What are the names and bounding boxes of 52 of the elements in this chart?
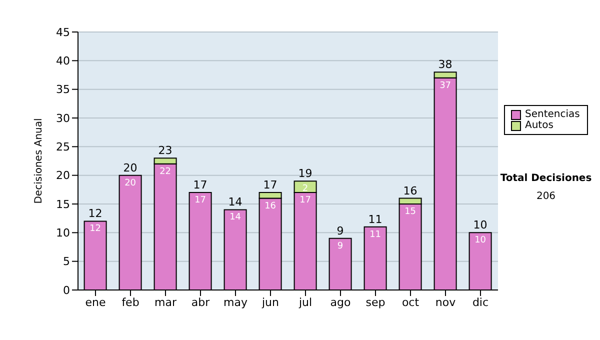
data-label: 22 xyxy=(160,166,172,177)
x-tick-label: ago xyxy=(330,296,351,309)
total-label: 19 xyxy=(298,167,312,180)
total-label: 14 xyxy=(228,196,242,209)
y-axis-title: Decisiones Anual xyxy=(34,118,45,204)
legend-label: Autos xyxy=(525,120,554,131)
data-label: 15 xyxy=(404,207,416,217)
data-label: 10 xyxy=(474,236,486,246)
legend-label: Sentencias xyxy=(525,109,580,120)
y-tick-label: 15 xyxy=(56,198,70,211)
x-tick-label: mar xyxy=(154,296,177,309)
text: 206 xyxy=(535,191,557,202)
text: Total Decisiones xyxy=(500,173,592,184)
total-label: 11 xyxy=(368,212,382,226)
data-label: 37 xyxy=(440,80,452,91)
total-label: 20 xyxy=(123,161,138,174)
data-label: 17 xyxy=(300,196,312,206)
x-tick-label: nov xyxy=(435,296,456,309)
data-label: 12 xyxy=(90,224,102,234)
y-tick-label: 45 xyxy=(56,26,70,39)
y-tick-label: 40 xyxy=(56,54,70,68)
total-label: 17 xyxy=(263,178,278,192)
total-label: 23 xyxy=(158,144,172,158)
y-tick-label: 10 xyxy=(56,226,70,240)
total-label: 9 xyxy=(336,224,344,238)
y-tick-label: 5 xyxy=(63,255,70,268)
total-label: 10 xyxy=(473,218,488,232)
total-label: 12 xyxy=(88,207,102,220)
y-tick-label: 25 xyxy=(56,140,70,154)
y-tick-label: 0 xyxy=(63,284,70,297)
y-tick-label: 20 xyxy=(56,169,70,182)
data-label: 16 xyxy=(264,201,276,212)
total-label: 16 xyxy=(403,184,418,198)
x-tick-label: jun xyxy=(261,296,280,309)
x-tick-label: oct xyxy=(402,296,420,309)
x-tick-label: abr xyxy=(191,296,210,309)
x-tick-label: may xyxy=(224,296,248,309)
data-label: 2 xyxy=(302,184,308,194)
x-tick-label: jul xyxy=(298,296,312,309)
x-tick-label: dic xyxy=(472,296,489,309)
data-label: 17 xyxy=(194,196,206,206)
y-tick-label: 30 xyxy=(56,112,70,125)
total-label: 38 xyxy=(438,58,452,72)
data-label: 11 xyxy=(370,230,382,240)
x-tick-label: ene xyxy=(85,296,106,309)
y-tick-label: 35 xyxy=(56,83,70,96)
x-tick-label: sep xyxy=(366,296,386,309)
data-label: 20 xyxy=(124,178,136,188)
x-tick-label: feb xyxy=(122,296,140,309)
data-label: 14 xyxy=(230,212,242,223)
data-label: 9 xyxy=(337,241,344,252)
total-label: 17 xyxy=(193,178,208,192)
